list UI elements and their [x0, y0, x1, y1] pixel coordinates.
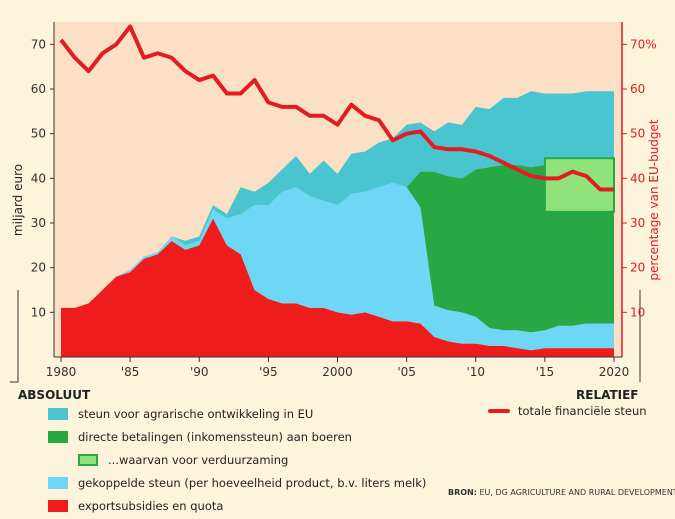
x-tick-label: 1980 [46, 365, 77, 379]
x-tick-label: 2000 [322, 365, 353, 379]
y-tick-label-right: 20 [630, 261, 645, 275]
source-text: EU, DG AGRICULTURE AND RURAL DEVELOPMENT [480, 488, 675, 497]
legend-label: directe betalingen (inkomenssteun) aan b… [78, 430, 352, 444]
y-tick-label-left: 40 [31, 171, 46, 185]
x-tick-label: '15 [536, 365, 555, 379]
y-tick-label-left: 20 [31, 261, 46, 275]
legend-item: gekoppelde steun (per hoeveelheid produc… [48, 473, 426, 493]
area-verduurzaming [545, 158, 614, 212]
legend-swatch [78, 454, 98, 466]
x-tick-label: '85 [121, 365, 140, 379]
legend-item: directe betalingen (inkomenssteun) aan b… [48, 427, 426, 447]
legend-item: ...waarvan voor verduurzaming [48, 450, 426, 470]
y-tick-label-left: 10 [31, 305, 46, 319]
legend-label: exportsubsidies en quota [78, 499, 223, 513]
line-legend-swatch [488, 409, 510, 413]
y-tick-label-right: 70% [630, 37, 657, 51]
legend-item: exportsubsidies en quota [48, 496, 426, 516]
y-tick-label-right: 40 [630, 171, 645, 185]
left-corner-label: ABSOLUUT [18, 388, 90, 402]
source-note: BRON: EU, DG AGRICULTURE AND RURAL DEVEL… [448, 488, 675, 497]
y-tick-label-right: 50 [630, 127, 645, 141]
line-legend: totale financiële steun [488, 404, 647, 418]
legend-swatch [48, 500, 68, 512]
line-legend-label: totale financiële steun [518, 404, 647, 418]
legend-label: steun voor agrarische ontwikkeling in EU [78, 407, 313, 421]
legend-label: gekoppelde steun (per hoeveelheid produc… [78, 476, 426, 490]
legend-swatch [48, 431, 68, 443]
source-prefix: BRON: [448, 488, 477, 497]
x-tick-label: 2020 [599, 365, 630, 379]
y-tick-label-left: 30 [31, 216, 46, 230]
legend-swatch [48, 408, 68, 420]
y-tick-label-right: 10 [630, 305, 645, 319]
legend: steun voor agrarische ontwikkeling in EU… [48, 404, 426, 519]
y-axis-label-left: miljard euro [11, 164, 25, 236]
legend-swatch [48, 477, 68, 489]
y-tick-label-right: 60 [630, 82, 645, 96]
x-tick-label: '10 [466, 365, 485, 379]
y-tick-label-right: 30 [630, 216, 645, 230]
x-tick-label: '90 [190, 365, 209, 379]
legend-label: ...waarvan voor verduurzaming [108, 453, 288, 467]
y-tick-label-left: 70 [31, 37, 46, 51]
right-corner-label: RELATIEF [576, 388, 638, 402]
x-tick-label: '95 [259, 365, 278, 379]
x-tick-label: '05 [397, 365, 416, 379]
y-tick-label-left: 60 [31, 82, 46, 96]
legend-item: steun voor agrarische ontwikkeling in EU [48, 404, 426, 424]
y-axis-label-right: percentage van EU-budget [647, 119, 661, 281]
y-tick-label-left: 50 [31, 127, 46, 141]
